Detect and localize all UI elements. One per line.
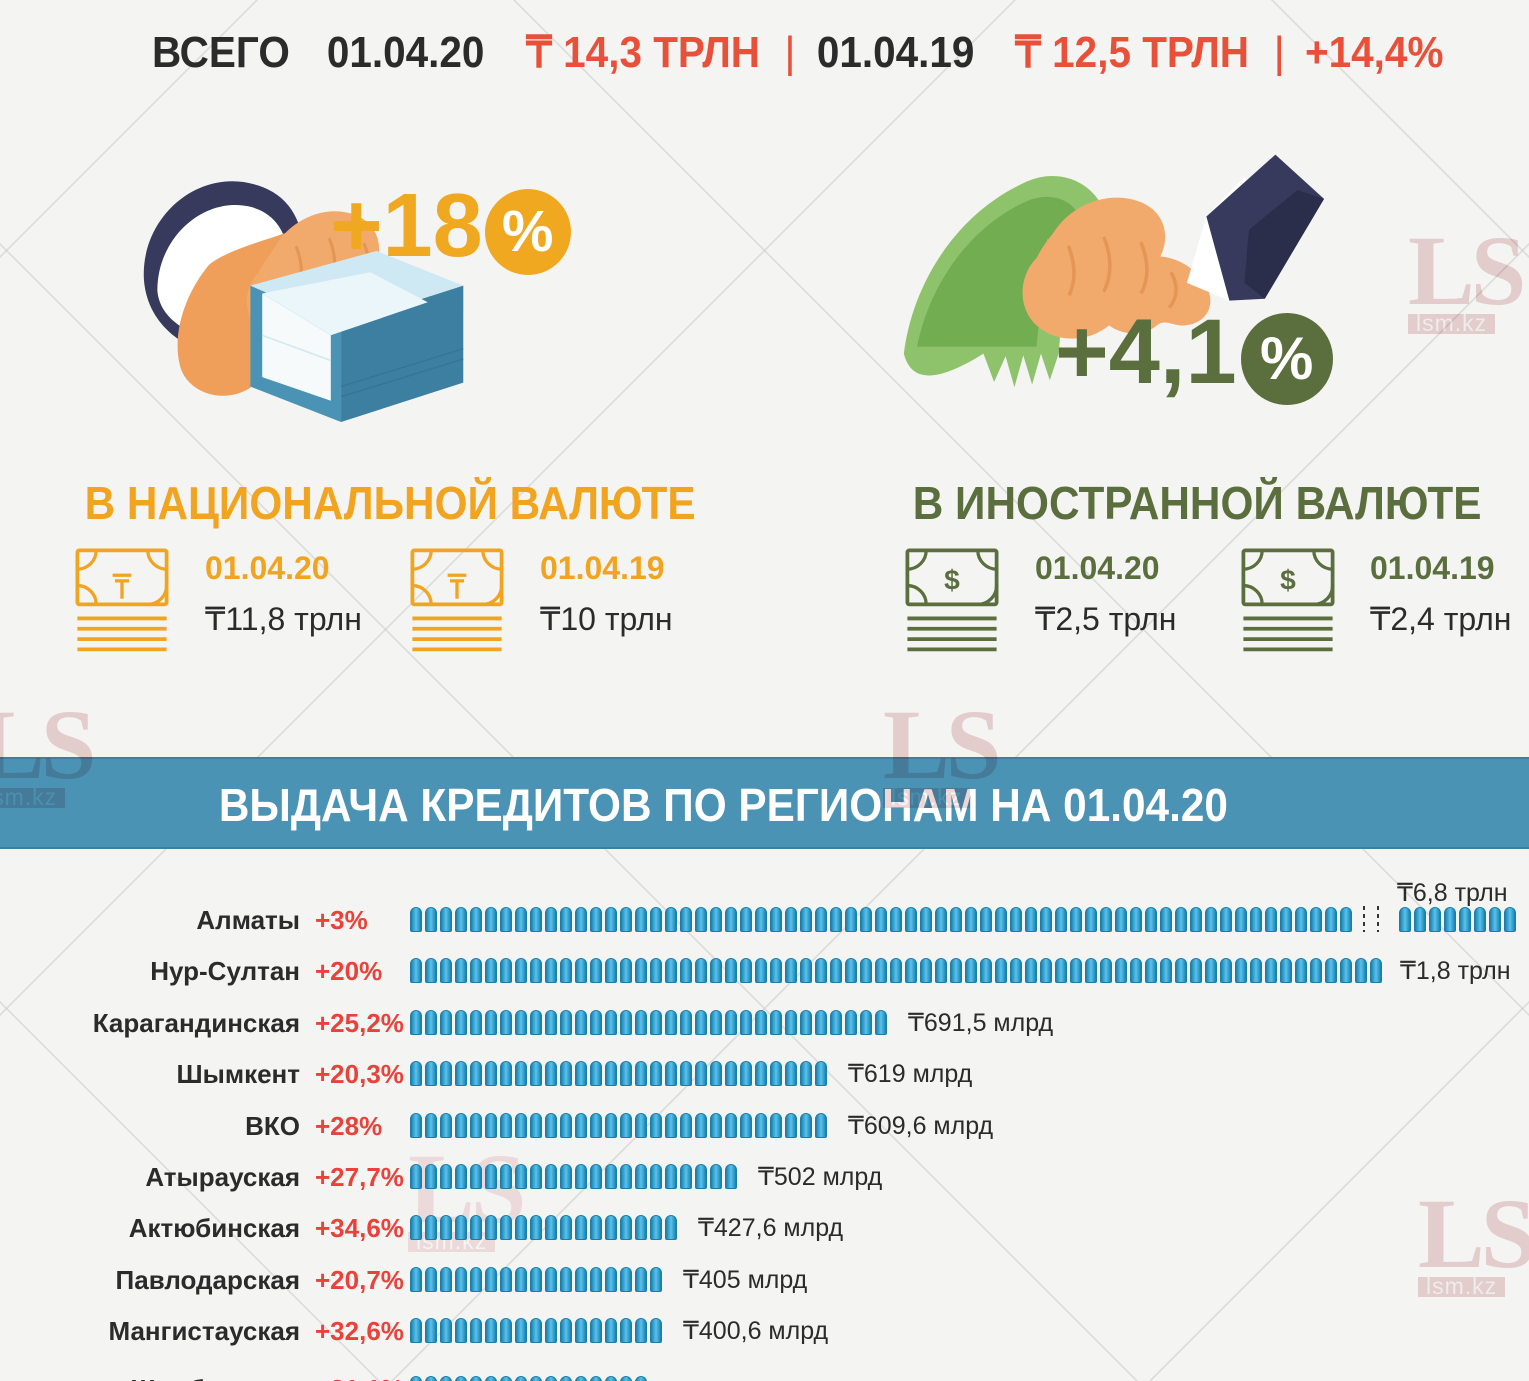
svg-text:$: $ [1280, 563, 1296, 595]
svg-text:$: $ [944, 563, 960, 595]
